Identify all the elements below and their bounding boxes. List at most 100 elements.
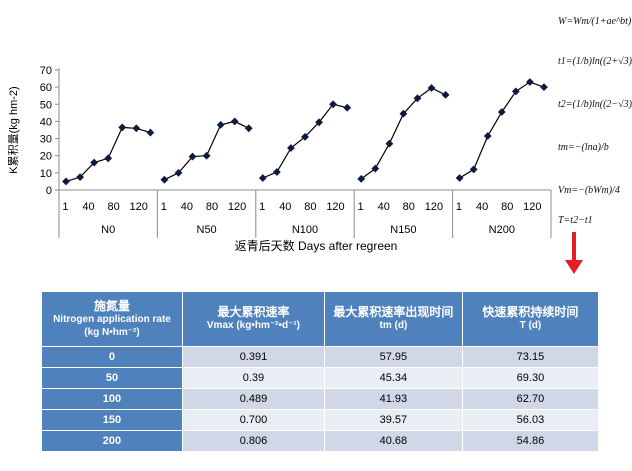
formula-t: T=t2−t1 (558, 215, 593, 226)
formula-w: W=Wm/(1+ae^bt) (558, 16, 632, 27)
table-row: 200 0.806 40.68 54.86 (41, 430, 600, 452)
cell-duration: 54.86 (461, 430, 600, 452)
formula-tm: tm=−(lna)/b (558, 142, 609, 153)
data-point (357, 174, 366, 183)
data-point (413, 94, 422, 103)
table-row: 150 0.700 39.57 56.03 (41, 409, 600, 431)
x-tick-label: 40 (279, 201, 291, 213)
cell-tm: 57.95 (323, 346, 463, 368)
data-point (483, 132, 492, 140)
data-point (526, 78, 534, 86)
cell-tm: 40.68 (323, 430, 463, 452)
x-tick-label: 120 (425, 201, 443, 213)
x-tick-label: 1 (62, 201, 68, 213)
x-tick-label: 80 (304, 201, 316, 213)
x-tick-label: 120 (326, 201, 344, 213)
header-tm: 最大累积速率出现时间 tm (d) (323, 291, 463, 347)
y-tick-label: 0 (46, 185, 52, 197)
data-point (76, 173, 84, 182)
series-line-N150 (360, 87, 446, 180)
data-point (104, 154, 113, 163)
cell-rate: 50 (41, 367, 183, 389)
data-point (287, 144, 295, 152)
cell-rate: 0 (41, 346, 183, 368)
chart-marks (62, 78, 548, 186)
y-tick-label: 40 (40, 116, 52, 128)
data-point (244, 124, 253, 133)
data-point (511, 87, 520, 96)
x-tick-label: 1 (161, 201, 167, 213)
table-row: 50 0.39 45.34 69.30 (41, 367, 600, 389)
data-point (455, 174, 464, 182)
data-point (160, 175, 169, 184)
x-tick-label: 120 (523, 201, 541, 213)
x-tick-label: 120 (228, 201, 246, 213)
cell-rate: 100 (41, 388, 183, 410)
data-point (188, 152, 197, 161)
y-tick-label: 60 (40, 82, 52, 94)
cell-rate: 150 (41, 409, 183, 431)
data-point (230, 117, 239, 126)
table-row: 100 0.489 41.93 62.70 (41, 388, 600, 410)
header-duration: 快速累积持续时间 T (d) (461, 291, 600, 347)
data-point (132, 124, 141, 133)
data-point (469, 165, 478, 174)
series-line-N100 (262, 103, 348, 179)
cell-duration: 69.30 (461, 367, 600, 389)
x-tick-label: 80 (206, 201, 218, 213)
x-tick-label: 40 (82, 201, 94, 213)
x-tick-label: 40 (181, 201, 193, 213)
x-tick-label: 1 (259, 201, 265, 213)
y-axis: 0 10 20 30 40 50 60 70 (40, 65, 60, 197)
cell-rate: 200 (41, 430, 183, 452)
y-tick-label: 10 (40, 168, 52, 180)
data-point (385, 139, 394, 148)
data-point (216, 120, 225, 129)
header-vmax: 最大累积速率 Vmax (kg•hm⁻²•d⁻¹) (181, 291, 325, 347)
data-point (62, 177, 70, 186)
data-point (272, 168, 281, 176)
header-nitrogen-rate: 施氮量 Nitrogen application rate (kg N•hm⁻²… (41, 291, 183, 347)
data-point (202, 151, 211, 160)
formula-t2: t2=(1/b)ln((2−√3)/a) (558, 99, 632, 110)
group-label: N50 (197, 224, 217, 236)
data-point (146, 128, 155, 137)
table-header-row: 施氮量 Nitrogen application rate (kg N•hm⁻²… (41, 291, 600, 347)
x-tick-label: 1 (456, 201, 462, 213)
cell-tm: 45.34 (323, 367, 463, 389)
data-point (301, 132, 309, 141)
x-tick-label: 120 (130, 201, 148, 213)
cell-duration: 56.03 (461, 409, 600, 431)
data-point (441, 90, 450, 99)
y-tick-label: 50 (40, 99, 52, 111)
cell-vmax: 0.806 (181, 430, 325, 452)
data-point (315, 118, 323, 127)
x-tick-label: 80 (403, 201, 415, 213)
cell-duration: 73.15 (461, 346, 600, 368)
formula-vm: Vm=−(bWm)/4 (558, 185, 620, 196)
data-point (540, 83, 548, 92)
data-point (497, 108, 506, 116)
data-point (118, 123, 127, 132)
table-row: 0 0.391 57.95 73.15 (41, 346, 600, 368)
line-chart: 0 10 20 30 40 50 60 70 1 40 80 120 N0 1 40 80 120 N50 1 40… (7, 65, 552, 253)
cell-tm: 41.93 (323, 388, 463, 410)
y-tick-label: 70 (40, 65, 52, 77)
data-point (329, 100, 338, 109)
formula-t1: t1=(1/b)ln((2+√3)/a) (558, 56, 632, 67)
x-axis-label: 返青后天数 Days after regreen (235, 238, 398, 253)
x-axis: 1 40 80 120 N0 1 40 80 120 N50 1 40 80 120 N100 1 40 80 12… (58, 189, 552, 238)
data-point (90, 158, 99, 167)
cell-vmax: 0.700 (181, 409, 325, 431)
data-point (343, 103, 352, 112)
x-tick-label: 1 (358, 201, 364, 213)
cell-duration: 62.70 (461, 388, 600, 410)
cell-vmax: 0.489 (181, 388, 325, 410)
results-table: 施氮量 Nitrogen application rate (kg N•hm⁻²… (41, 291, 600, 452)
data-point (399, 109, 408, 118)
data-point (174, 168, 183, 177)
data-point (371, 164, 380, 173)
group-label: N150 (390, 224, 416, 236)
x-tick-label: 80 (501, 201, 513, 213)
data-point (427, 84, 436, 92)
